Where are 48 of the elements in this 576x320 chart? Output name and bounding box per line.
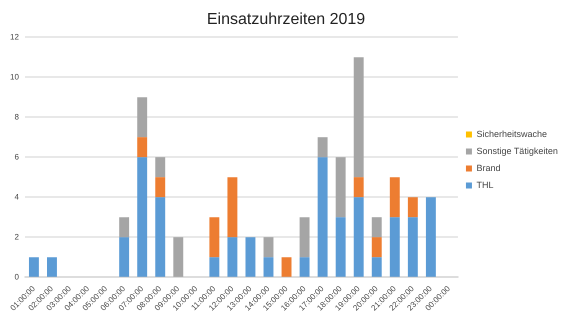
bar	[227, 237, 238, 277]
bar	[28, 257, 39, 277]
y-tick-label: 8	[14, 112, 20, 122]
bar	[137, 97, 148, 138]
bar	[209, 217, 220, 258]
bar	[155, 197, 166, 277]
legend-label: Sicherheitswache	[476, 128, 547, 139]
bar	[155, 157, 166, 178]
legend-label: Brand	[476, 162, 500, 173]
bar	[119, 217, 130, 238]
y-tick-label: 0	[14, 272, 20, 282]
y-tick-label: 12	[10, 32, 20, 42]
bar	[209, 257, 220, 277]
bar	[300, 217, 310, 258]
bar	[354, 177, 364, 198]
bar	[282, 257, 292, 277]
y-tick-label: 10	[10, 72, 20, 82]
y-tick-label: 2	[14, 232, 20, 242]
bar	[47, 257, 57, 277]
bar	[137, 137, 148, 158]
bar	[137, 157, 148, 277]
bar	[264, 257, 274, 277]
bar	[318, 137, 328, 158]
bar	[372, 237, 382, 258]
y-tick-label: 4	[14, 192, 20, 202]
bar	[408, 217, 418, 277]
bar	[300, 257, 310, 277]
bar	[264, 237, 274, 258]
bar	[155, 177, 166, 198]
bar	[119, 237, 130, 277]
bar	[354, 57, 364, 178]
bar	[390, 217, 400, 277]
bar	[426, 197, 436, 277]
bar	[318, 157, 328, 277]
bar	[408, 197, 418, 218]
bar	[173, 237, 184, 277]
chart-title: Einsatzuhrzeiten 2019	[206, 11, 366, 28]
bar	[336, 157, 346, 218]
legend-label: Sonstige Tätigkeiten	[476, 146, 558, 156]
y-tick-label: 6	[14, 152, 20, 162]
legend-label: THL	[476, 180, 494, 190]
bar	[245, 237, 256, 277]
bar	[372, 217, 382, 238]
bar	[372, 257, 382, 277]
bar	[354, 197, 364, 277]
bar	[336, 217, 346, 277]
bar	[227, 177, 238, 238]
bar	[390, 177, 400, 218]
